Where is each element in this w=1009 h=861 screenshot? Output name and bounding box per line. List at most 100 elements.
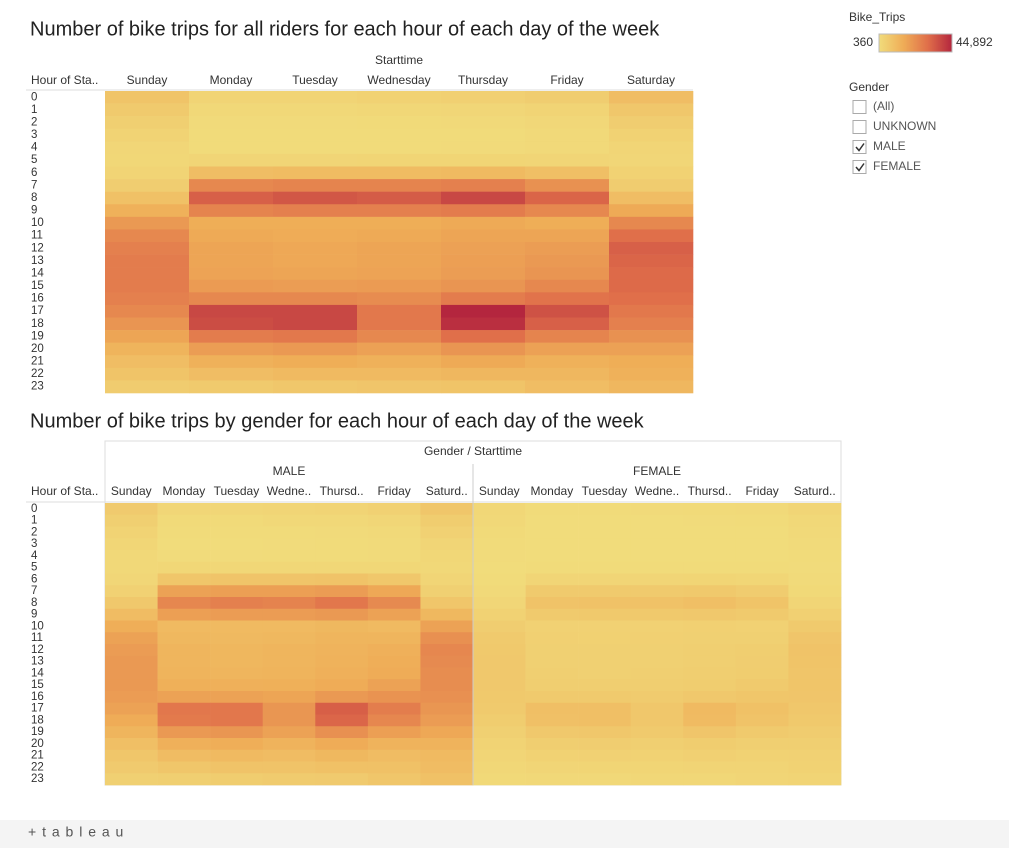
heat-cell — [367, 738, 421, 751]
heat-cell — [683, 679, 737, 692]
heat-cell — [525, 691, 579, 704]
heat-cell — [630, 773, 684, 786]
heat-cell — [273, 304, 358, 318]
heat-cell — [525, 342, 610, 356]
filter-checkbox[interactable] — [852, 120, 867, 134]
filter-checkbox[interactable] — [852, 140, 867, 154]
heat-cell — [788, 561, 842, 574]
heat-cell — [105, 229, 190, 243]
heat-cell — [609, 330, 694, 343]
heat-cell — [473, 691, 526, 704]
heat-cell — [357, 91, 442, 104]
heat-cell — [262, 738, 316, 751]
heat-cell — [420, 620, 474, 633]
heat-cell — [210, 597, 264, 610]
heat-cell — [262, 573, 316, 586]
day-label: Saturd.. — [794, 484, 836, 498]
heat-cell — [735, 597, 789, 610]
heat-cell — [315, 655, 369, 668]
chart-title: Number of bike trips for all riders for … — [30, 18, 660, 40]
filter-label[interactable]: FEMALE — [873, 159, 921, 173]
heat-cell — [420, 726, 474, 739]
heat-cell — [105, 191, 190, 205]
hour-label: 6 — [31, 573, 37, 585]
day-label: Thursday — [458, 73, 508, 87]
heat-cell — [525, 254, 610, 268]
filter-label[interactable]: (All) — [873, 99, 894, 113]
heat-cell — [420, 608, 474, 621]
heat-cell — [315, 667, 369, 680]
heat-cell — [315, 702, 369, 715]
heat-cell — [525, 526, 579, 539]
heat-cell — [525, 738, 579, 751]
heat-cell — [315, 714, 369, 727]
heat-cell — [210, 561, 264, 574]
heat-cell — [578, 620, 632, 633]
heat-cell — [788, 702, 842, 715]
heat-cell — [420, 667, 474, 680]
day-label: Sunday — [479, 484, 520, 498]
heat-cell — [630, 644, 684, 657]
hour-label: 16 — [31, 293, 44, 305]
heat-cell — [105, 367, 190, 381]
heat-cell — [105, 749, 158, 762]
heat-cell — [525, 585, 579, 598]
heat-cell — [210, 749, 264, 762]
heat-cell — [157, 561, 211, 574]
heat-cell — [157, 667, 211, 680]
heat-cell — [578, 667, 632, 680]
heat-cell — [609, 91, 694, 104]
heat-cell — [441, 179, 526, 192]
heat-cell — [609, 267, 694, 281]
filter-checkbox[interactable] — [852, 160, 867, 174]
heat-cell — [630, 655, 684, 668]
heat-cell — [357, 116, 442, 130]
heat-cell — [441, 204, 526, 218]
heat-cell — [525, 330, 610, 343]
heat-cell — [735, 738, 789, 751]
heat-cell — [189, 216, 274, 230]
heat-cell — [105, 561, 158, 574]
heat-cell — [273, 279, 358, 293]
filter-label[interactable]: UNKNOWN — [873, 119, 936, 133]
heat-cell — [420, 597, 474, 610]
hour-label: 21 — [31, 356, 44, 368]
heat-cell — [609, 179, 694, 192]
hour-label: 23 — [31, 381, 44, 393]
heat-cell — [189, 166, 274, 180]
heat-cell — [189, 91, 274, 104]
heat-cell — [630, 597, 684, 610]
hour-label: 1 — [31, 515, 37, 527]
heat-cell — [578, 573, 632, 586]
heat-cell — [609, 242, 694, 255]
heat-cell — [315, 514, 369, 527]
brand-logo[interactable]: + t a b l e a u — [28, 824, 124, 840]
heat-cell — [105, 380, 190, 394]
heat-cell — [315, 561, 369, 574]
heat-cell — [105, 691, 158, 704]
heat-cell — [473, 503, 526, 516]
heat-cell — [788, 608, 842, 621]
heat-cell — [357, 317, 442, 331]
heat-cell — [420, 761, 474, 774]
heat-cell — [735, 726, 789, 739]
filter-label[interactable]: MALE — [873, 139, 906, 153]
heat-cell — [157, 620, 211, 633]
heat-cell — [525, 749, 579, 762]
heat-cell — [105, 317, 190, 331]
hour-label: 9 — [31, 609, 37, 621]
heat-cell — [157, 644, 211, 657]
heat-cell — [367, 702, 421, 715]
heat-cell — [357, 179, 442, 192]
heat-cell — [189, 279, 274, 293]
heat-cell — [788, 773, 842, 786]
filter-checkbox[interactable] — [852, 100, 867, 114]
heat-cell — [273, 103, 358, 117]
heat-cell — [105, 128, 190, 142]
heat-cell — [473, 679, 526, 692]
heat-cell — [210, 573, 264, 586]
heat-cell — [189, 355, 274, 369]
heat-cell — [420, 503, 474, 516]
heat-cell — [315, 773, 369, 786]
heat-cell — [105, 679, 158, 692]
